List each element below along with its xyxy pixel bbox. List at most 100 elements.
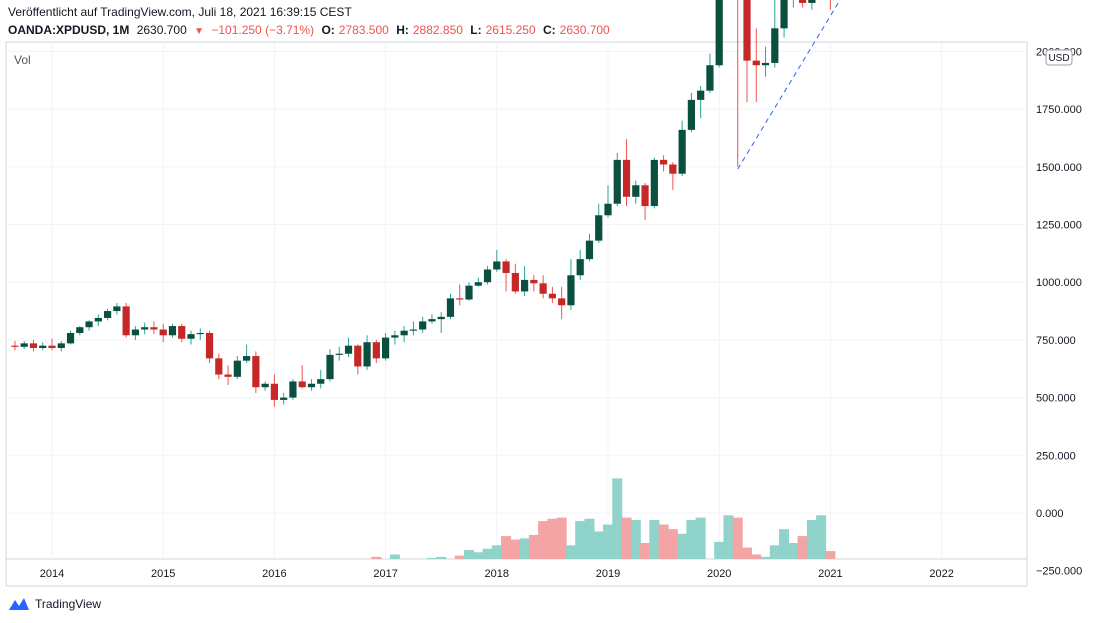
candle-body <box>752 60 760 66</box>
volume-bar <box>677 533 688 559</box>
candle-body <box>743 0 751 61</box>
y-tick-label: −250.000 <box>1036 566 1082 578</box>
candle-body <box>317 379 325 384</box>
candle-body <box>196 332 204 335</box>
volume-bar <box>473 552 484 559</box>
candle-body <box>428 319 436 322</box>
close-value: 2630.700 <box>559 23 610 37</box>
volume-bar <box>510 539 521 559</box>
candle-body <box>799 0 807 3</box>
candle-body <box>437 316 445 320</box>
down-arrow-icon: ▼ <box>194 26 204 37</box>
volume-bar <box>630 519 641 559</box>
volume-bar <box>454 555 465 559</box>
candle-body <box>502 261 510 273</box>
candle-body <box>29 343 38 348</box>
candle-body <box>576 259 584 276</box>
candle-body <box>567 275 575 306</box>
candle-body <box>483 269 492 283</box>
price-change: −101.250 (−3.71%) <box>211 23 315 37</box>
x-tick-label: 2016 <box>262 568 286 580</box>
volume-bar <box>436 556 447 559</box>
candle-body <box>391 335 399 338</box>
candle-body <box>280 397 288 400</box>
candle-body <box>400 330 408 336</box>
candle-body <box>771 28 779 63</box>
volume-bar <box>806 519 817 559</box>
x-tick-label: 2021 <box>818 568 842 580</box>
candle-body <box>326 354 334 380</box>
volume-bar <box>464 549 474 559</box>
candle-body <box>289 381 297 398</box>
footer: TradingView <box>8 596 101 612</box>
symbol-line: OANDA:XPDUSD, 1M 2630.700 ▼ −101.250 (−3… <box>8 23 614 37</box>
volume-bar <box>482 548 493 559</box>
volume-bar <box>501 536 512 559</box>
y-tick-label: 750.000 <box>1036 335 1076 347</box>
candle-body <box>650 159 658 207</box>
candle-body <box>261 383 269 388</box>
candle-body <box>548 293 556 299</box>
x-tick-label: 2019 <box>596 568 620 580</box>
volume-bar <box>389 554 400 559</box>
candle-body <box>298 381 306 388</box>
y-tick-label: 500.000 <box>1036 393 1076 405</box>
volume-bars <box>371 478 836 559</box>
candle-body <box>243 356 251 361</box>
candle-body <box>159 329 167 336</box>
volume-bar <box>593 531 604 559</box>
panel-label: Vol <box>14 53 31 67</box>
candlesticks <box>11 0 831 407</box>
candle-body <box>113 306 121 312</box>
y-tick-label: 250.000 <box>1036 450 1076 462</box>
candle-body <box>678 129 686 174</box>
candle-body <box>335 353 343 355</box>
volume-bar <box>760 556 771 559</box>
x-tick-label: 2014 <box>40 568 64 580</box>
candle-body <box>521 279 529 292</box>
high-value: 2882.850 <box>412 23 463 37</box>
high-label: H: <box>396 23 409 37</box>
volume-bar <box>584 518 595 559</box>
published-line: Veröffentlicht auf TradingView.com, Juli… <box>8 5 352 19</box>
volume-bar <box>667 529 678 559</box>
candle-body <box>632 185 640 197</box>
last-price: 2630.700 <box>136 23 187 37</box>
candle-body <box>595 215 603 241</box>
candle-body <box>76 327 84 333</box>
volume-bar <box>547 518 558 559</box>
volume-bar <box>769 545 780 559</box>
close-label: C: <box>543 23 556 37</box>
candle-body <box>419 321 427 330</box>
volume-bar <box>751 554 762 559</box>
symbol-name[interactable]: OANDA:XPDUSD, 1M <box>8 23 130 37</box>
candle-body <box>85 321 93 328</box>
candle-body <box>131 329 139 336</box>
volume-bar <box>742 547 752 559</box>
volume-bar <box>825 551 836 559</box>
chart-annotations-front[interactable] <box>731 0 974 170</box>
volume-bar <box>612 478 623 559</box>
candle-body <box>178 326 186 339</box>
low-value: 2615.250 <box>485 23 536 37</box>
candle-body <box>48 345 56 348</box>
volume-bar <box>426 558 437 559</box>
y-tick-label: 1250.000 <box>1036 220 1082 232</box>
volume-bar <box>649 519 660 559</box>
candle-body <box>270 383 278 400</box>
candle-body <box>187 334 195 339</box>
volume-bar <box>603 524 613 559</box>
y-tick-label: 1500.000 <box>1036 162 1082 174</box>
x-tick-label: 2020 <box>707 568 731 580</box>
candle-body <box>344 345 353 354</box>
candle-body <box>372 342 380 359</box>
candle-body <box>122 306 130 336</box>
candle-body <box>20 343 28 347</box>
y-tick-label: 2250.000 <box>1036 0 1082 1</box>
y-tick-label: 1000.000 <box>1036 277 1082 289</box>
candle-body <box>224 374 232 377</box>
chart-grid <box>5 41 1028 587</box>
x-tick-label: 2018 <box>485 568 509 580</box>
footer-brand: TradingView <box>35 597 102 611</box>
